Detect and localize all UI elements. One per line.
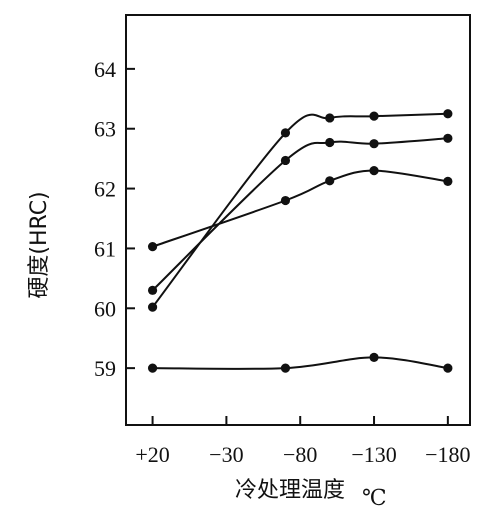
plot-frame	[125, 14, 471, 426]
x-tick-label: +20	[135, 442, 169, 467]
series-3	[147, 166, 453, 252]
x-axis-unit: ℃	[362, 485, 387, 510]
x-tick-label: −130	[351, 442, 396, 467]
y-tick-label: 64	[94, 57, 116, 82]
data-point	[369, 139, 379, 149]
data-point	[147, 242, 158, 252]
y-tick-label: 59	[94, 356, 116, 381]
data-point	[325, 113, 335, 123]
data-point	[147, 363, 158, 373]
series-4	[147, 352, 453, 373]
data-point	[147, 285, 158, 295]
x-axis-title: 冷处理温度	[235, 478, 345, 503]
x-tick-label: −80	[283, 442, 317, 467]
data-point	[280, 195, 291, 206]
data-point	[280, 128, 291, 138]
y-tick-label: 62	[94, 177, 116, 202]
x-axis: +20 −30 −80 −130 −180	[135, 416, 471, 467]
y-axis: 59 60 61 62 63 64	[94, 57, 135, 381]
y-tick-label: 61	[94, 236, 116, 261]
data-point	[369, 111, 379, 121]
y-axis-title: 硬度(HRC)	[27, 191, 52, 298]
series-line	[152, 356, 449, 370]
data-point	[443, 363, 453, 373]
x-tick-label: −30	[209, 442, 243, 467]
series-1	[147, 109, 453, 312]
data-point	[280, 155, 291, 166]
series-line	[152, 169, 449, 248]
x-tick-label: −180	[425, 442, 470, 467]
series-2	[147, 133, 453, 295]
y-tick-label: 63	[94, 117, 116, 142]
data-point	[280, 363, 291, 373]
data-point	[369, 352, 379, 362]
data-point	[325, 137, 335, 148]
data-point	[443, 133, 453, 143]
data-point	[369, 166, 379, 176]
data-point	[325, 176, 335, 186]
data-point	[147, 302, 158, 312]
series-layer	[147, 109, 453, 373]
series-line	[151, 137, 448, 292]
y-tick-label: 60	[94, 296, 116, 321]
data-point	[443, 109, 453, 119]
data-point	[443, 176, 453, 186]
